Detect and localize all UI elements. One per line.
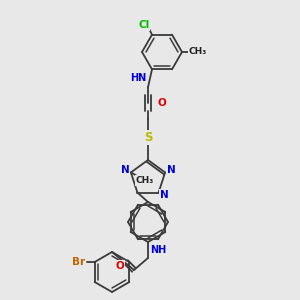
Text: Br: Br [72,257,85,267]
Text: O: O [116,261,124,271]
Text: NH: NH [150,245,166,255]
Text: N: N [167,165,176,176]
Text: S: S [144,131,152,144]
Text: N: N [121,165,129,176]
Text: CH₃: CH₃ [189,47,207,56]
Text: HN: HN [130,73,146,83]
Text: O: O [158,98,166,108]
Text: CH₃: CH₃ [136,176,154,185]
Text: Cl: Cl [138,20,150,30]
Text: N: N [160,190,169,200]
